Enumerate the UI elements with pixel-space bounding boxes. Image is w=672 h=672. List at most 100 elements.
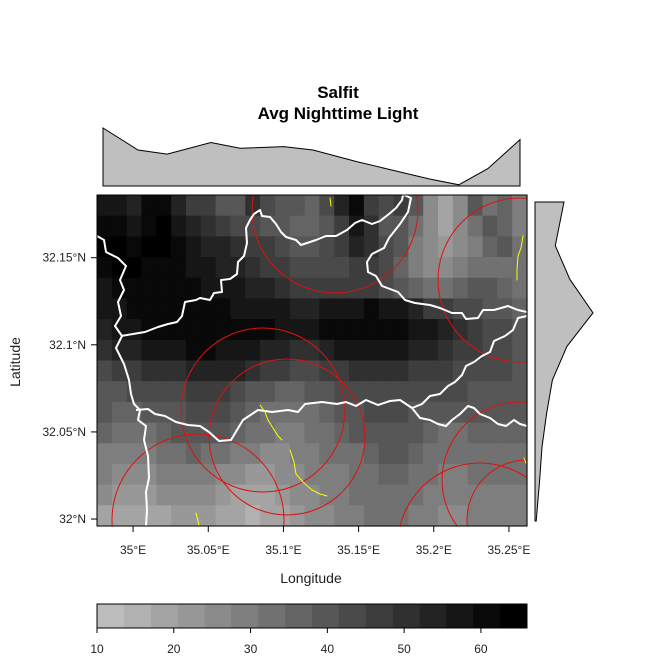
- raster-cell: [111, 401, 128, 424]
- raster-cell: [467, 298, 484, 320]
- legend-tick-label: 60: [474, 642, 488, 656]
- raster-cell: [438, 319, 454, 341]
- raster-cell: [467, 319, 484, 341]
- raster-cell: [393, 484, 409, 506]
- raster-cell: [111, 443, 128, 465]
- raster-cell: [245, 360, 261, 382]
- raster-cell: [438, 463, 454, 486]
- raster-cell: [393, 215, 409, 237]
- raster-cell: [452, 463, 469, 486]
- raster-cell: [171, 277, 187, 300]
- raster-cell: [319, 215, 335, 237]
- legend-swatch: [123, 604, 152, 628]
- raster-cell: [245, 236, 261, 258]
- raster-cell: [111, 236, 128, 258]
- raster-cell: [200, 195, 217, 217]
- raster-cell: [497, 277, 513, 300]
- raster-cell: [111, 277, 128, 300]
- boundary-line: [135, 315, 527, 442]
- raster-cell: [97, 505, 113, 527]
- raster-cell: [304, 505, 321, 527]
- raster-cell: [260, 505, 276, 527]
- raster-cell: [393, 298, 409, 320]
- raster-cell: [200, 319, 217, 341]
- raster-cell: [482, 463, 498, 486]
- raster-cell: [393, 277, 409, 300]
- raster-cell: [200, 443, 217, 465]
- raster-cell: [452, 298, 469, 320]
- raster-cell: [393, 463, 409, 486]
- raster-cell: [111, 215, 128, 237]
- raster-cell: [156, 463, 172, 486]
- raster-cell: [482, 236, 498, 258]
- raster-cell: [215, 195, 232, 217]
- raster-cell: [111, 484, 128, 506]
- legend-tick-label: 20: [167, 642, 181, 656]
- raster-cell: [378, 484, 395, 506]
- raster-cell: [423, 360, 439, 382]
- raster-cell: [97, 195, 113, 217]
- raster-cell: [349, 422, 365, 444]
- legend-swatch: [258, 604, 286, 628]
- raster-cell: [349, 484, 365, 506]
- raster-cell: [334, 298, 350, 320]
- raster-cell: [349, 277, 365, 300]
- road-line: [195, 512, 200, 526]
- raster-cell: [215, 215, 232, 237]
- raster-cell: [304, 360, 321, 382]
- raster-cell: [319, 381, 335, 403]
- raster-cell: [141, 215, 157, 237]
- raster-cell: [467, 195, 484, 217]
- raster-cell: [171, 236, 187, 258]
- raster-cell: [185, 195, 202, 217]
- raster-cell: [260, 298, 276, 320]
- raster-cell: [482, 443, 498, 465]
- raster-cell: [482, 505, 498, 527]
- raster-cell: [171, 401, 187, 424]
- raster-cell: [378, 422, 395, 444]
- raster-cell: [97, 463, 113, 486]
- legend-swatch: [204, 604, 232, 628]
- raster-cell: [289, 319, 306, 341]
- raster-cell: [274, 401, 291, 424]
- legend-tick-label: 30: [244, 642, 258, 656]
- raster-cell: [497, 215, 513, 237]
- raster-cell: [423, 236, 439, 258]
- nighttime-light-raster: [97, 195, 528, 527]
- raster-cell: [156, 257, 172, 279]
- raster-cell: [349, 195, 365, 217]
- raster-cell: [438, 381, 454, 403]
- raster-cell: [304, 257, 321, 279]
- raster-cell: [393, 401, 409, 424]
- raster-cell: [304, 401, 321, 424]
- raster-cell: [274, 443, 291, 465]
- raster-cell: [363, 484, 380, 506]
- raster-cell: [497, 360, 513, 382]
- legend-swatch: [338, 604, 367, 628]
- raster-cell: [438, 215, 454, 237]
- raster-cell: [274, 319, 291, 341]
- raster-cell: [230, 401, 246, 424]
- raster-cell: [482, 401, 498, 424]
- raster-cell: [171, 463, 187, 486]
- raster-cell: [185, 277, 202, 300]
- raster-cell: [215, 236, 232, 258]
- raster-cell: [438, 401, 454, 424]
- raster-cell: [482, 277, 498, 300]
- legend-tick-label: 50: [397, 642, 411, 656]
- raster-cell: [319, 257, 335, 279]
- raster-cell: [512, 257, 528, 279]
- raster-cell: [334, 257, 350, 279]
- raster-cell: [200, 484, 217, 506]
- boundary-line: [120, 195, 404, 337]
- raster-cell: [304, 339, 321, 362]
- raster-cell: [245, 339, 261, 362]
- raster-cell: [452, 236, 469, 258]
- raster-cell: [245, 298, 261, 320]
- x-axis-title: Longitude: [280, 570, 342, 586]
- raster-cell: [200, 401, 217, 424]
- raster-cell: [111, 463, 128, 486]
- raster-cell: [289, 422, 306, 444]
- raster-cell: [289, 381, 306, 403]
- raster-cell: [408, 422, 424, 444]
